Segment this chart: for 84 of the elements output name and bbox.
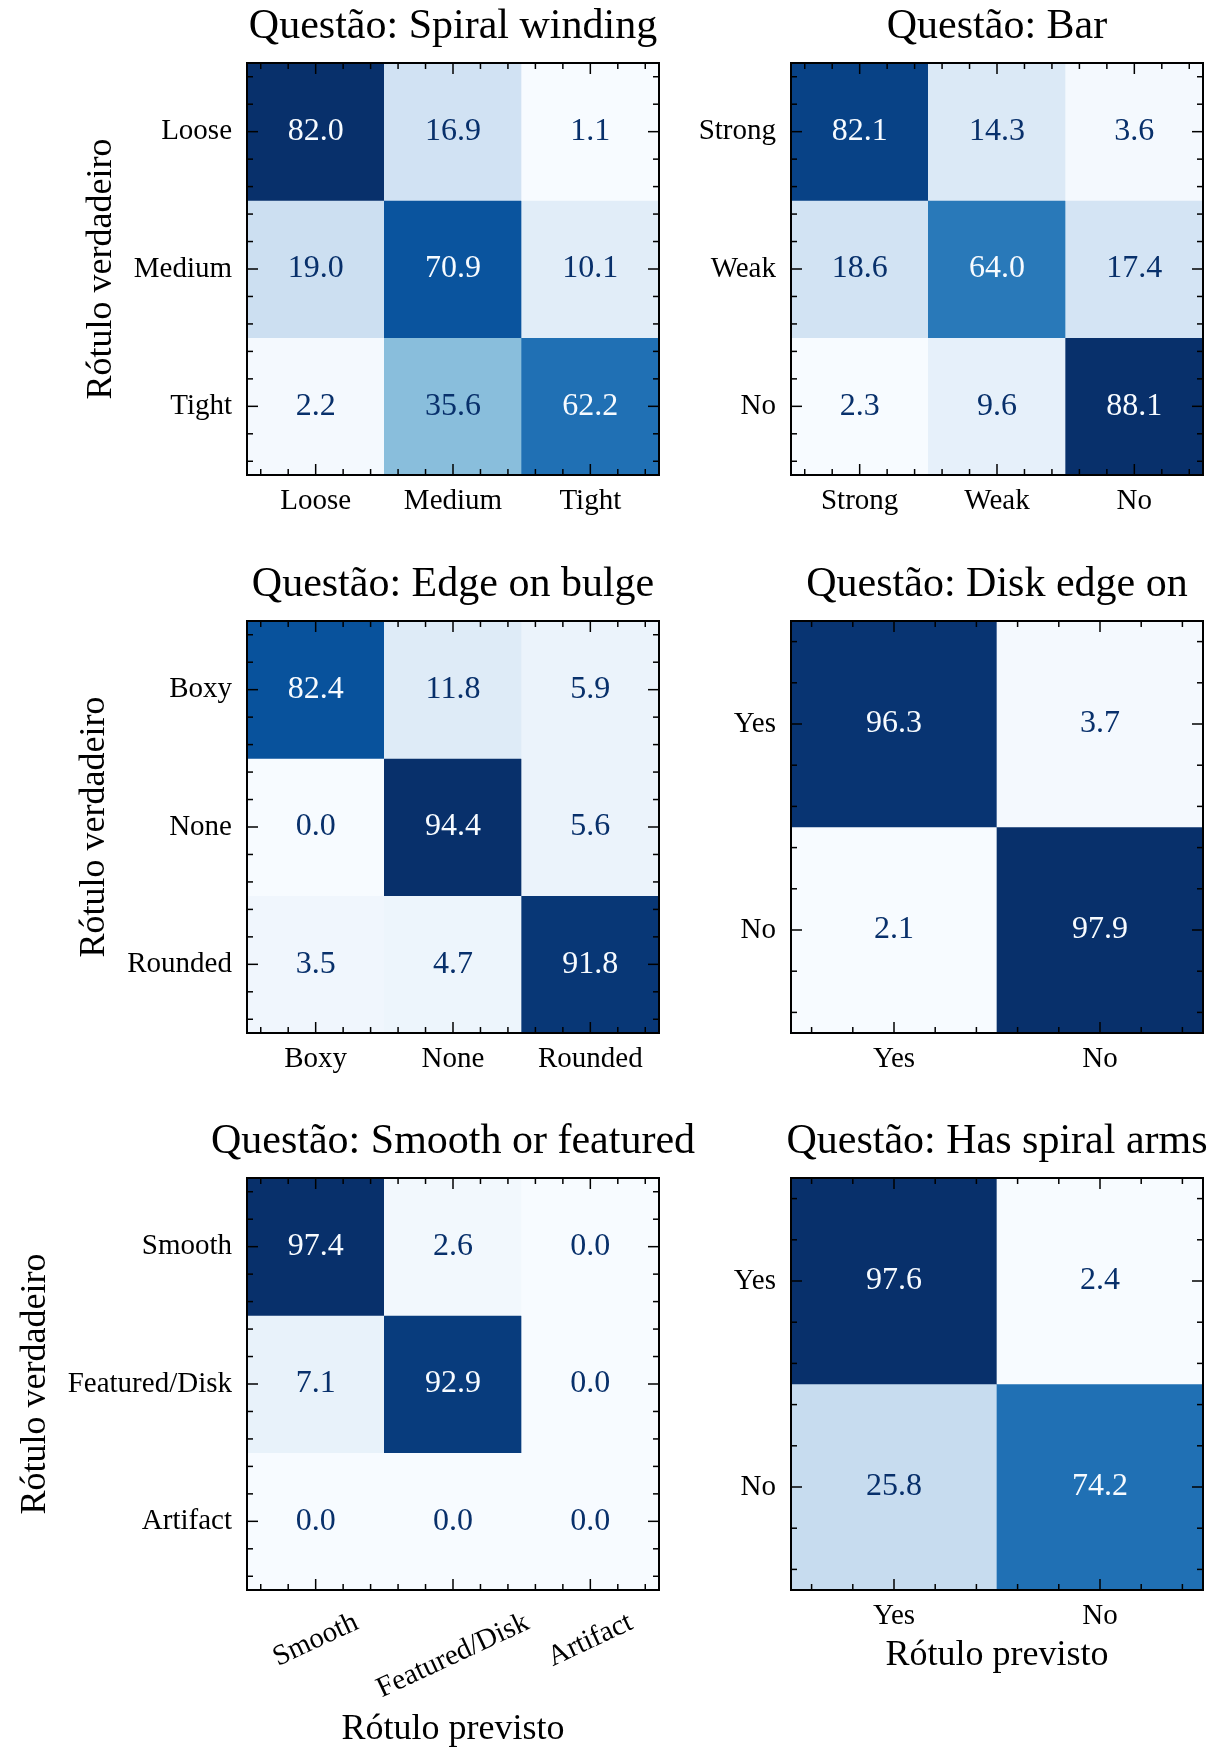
data-label: 5.9 — [570, 669, 611, 706]
x-tick-label: No — [1116, 483, 1153, 515]
data-label: 3.5 — [295, 943, 336, 980]
y-tick-label: No — [740, 1468, 776, 1501]
chart-title: Questão: Bar — [886, 1, 1108, 47]
y-tick-label: Weak — [710, 250, 777, 283]
x-tick-label: None — [421, 1041, 485, 1073]
chart-title: Questão: Disk edge on — [806, 559, 1188, 605]
data-label: 92.9 — [425, 1363, 481, 1400]
data-label: 2.1 — [874, 909, 914, 946]
data-label: 91.8 — [562, 943, 619, 980]
x-tick-label: Weak — [964, 483, 1031, 515]
x-tick-label: Tight — [559, 483, 622, 515]
data-label: 2.2 — [295, 385, 336, 422]
y-tick-label: Tight — [170, 387, 232, 420]
data-label: 97.4 — [287, 1226, 344, 1263]
data-label: 74.2 — [1072, 1466, 1128, 1503]
data-label: 96.3 — [866, 703, 922, 740]
chart-title: Questão: Has spiral arms — [786, 1116, 1208, 1162]
y-tick-label: No — [740, 387, 776, 420]
y-tick-label: Yes — [733, 1262, 776, 1295]
data-label: 62.2 — [562, 385, 619, 422]
x-tick-label: No — [1082, 1598, 1118, 1630]
data-label: 1.1 — [570, 111, 611, 148]
chart-title: Questão: Spiral winding — [248, 1, 658, 47]
x-tick-label: Rounded — [537, 1041, 644, 1073]
data-label: 4.7 — [433, 943, 473, 980]
data-label: 5.6 — [570, 806, 611, 843]
y-axis-title: Rótulo verdadeiro — [12, 1253, 53, 1515]
data-label: 82.1 — [831, 111, 888, 148]
data-label: 0.0 — [570, 1226, 611, 1263]
data-label: 35.6 — [425, 385, 481, 422]
x-tick-label: No — [1082, 1041, 1118, 1073]
x-axis-title: Rótulo previsto — [341, 1706, 565, 1747]
data-label: 0.0 — [295, 806, 336, 843]
y-tick-label: Yes — [733, 705, 776, 738]
data-label: 18.6 — [831, 248, 888, 285]
y-tick-label: Featured/Disk — [67, 1365, 233, 1398]
data-label: 0.0 — [570, 1500, 611, 1537]
x-tick-label: Boxy — [284, 1041, 348, 1073]
y-axis-title: Rótulo verdadeiro — [72, 696, 113, 958]
data-label: 0.0 — [570, 1363, 611, 1400]
y-tick-label: Loose — [161, 113, 232, 146]
data-label: 2.6 — [433, 1226, 473, 1263]
data-label: 0.0 — [295, 1500, 336, 1537]
data-label: 7.1 — [295, 1363, 336, 1400]
data-label: 10.1 — [562, 248, 619, 285]
y-tick-label: Artifact — [141, 1502, 232, 1535]
data-label: 97.6 — [866, 1260, 922, 1297]
data-label: 0.0 — [433, 1500, 473, 1537]
data-label: 94.4 — [425, 806, 481, 843]
data-label: 2.4 — [1080, 1260, 1120, 1297]
data-label: 97.9 — [1072, 909, 1128, 946]
y-tick-label: Smooth — [141, 1228, 233, 1261]
x-tick-label: Yes — [872, 1598, 916, 1630]
x-tick-label: Strong — [820, 483, 899, 515]
data-label: 88.1 — [1106, 385, 1163, 422]
x-tick-label: Yes — [872, 1041, 916, 1073]
x-tick-label: Loose — [280, 483, 352, 515]
data-label: 82.4 — [287, 669, 344, 706]
data-label: 70.9 — [425, 248, 481, 285]
y-tick-label: No — [740, 911, 776, 944]
x-axis-title: Rótulo previsto — [885, 1633, 1109, 1673]
data-label: 17.4 — [1106, 248, 1163, 285]
data-label: 3.6 — [1114, 111, 1155, 148]
y-axis-title: Rótulo verdadeiro — [78, 138, 119, 400]
data-label: 16.9 — [425, 111, 481, 148]
data-label: 64.0 — [969, 248, 1025, 285]
chart-title: Questão: Smooth or featured — [210, 1116, 696, 1162]
data-label: 19.0 — [287, 248, 344, 285]
y-tick-label: Boxy — [169, 671, 233, 704]
data-label: 82.0 — [287, 111, 344, 148]
y-tick-label: Strong — [698, 113, 776, 146]
data-label: 11.8 — [425, 669, 481, 706]
data-label: 9.6 — [977, 385, 1017, 422]
y-tick-label: None — [169, 808, 232, 841]
data-label: 25.8 — [866, 1466, 922, 1503]
chart-title: Questão: Edge on bulge — [251, 559, 655, 605]
data-label: 3.7 — [1080, 703, 1120, 740]
data-label: 14.3 — [969, 111, 1025, 148]
x-tick-label: Medium — [403, 483, 503, 515]
y-tick-label: Rounded — [127, 945, 233, 978]
y-tick-label: Medium — [133, 250, 233, 283]
data-label: 2.3 — [839, 385, 880, 422]
